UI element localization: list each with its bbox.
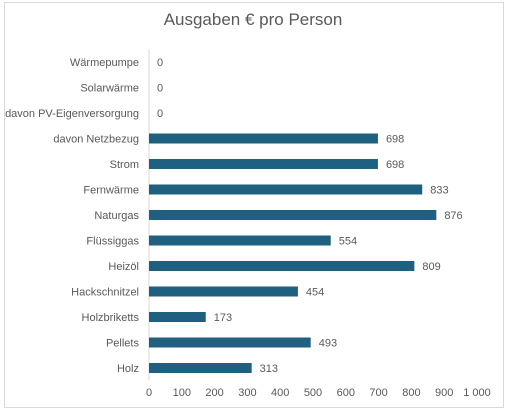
category-label: Pellets [106,338,140,350]
bar [149,159,378,169]
bar [149,337,311,348]
x-tick-label: 500 [304,387,322,399]
data-label: 0 [157,83,163,95]
bar [149,312,206,322]
data-label: 0 [157,108,163,120]
x-tick-label: 700 [369,387,387,399]
x-tick-label: 0 [146,387,152,399]
x-tick-label: 900 [435,387,453,399]
x-tick-label: 200 [205,387,223,399]
bar [149,210,437,220]
bar [149,286,298,297]
bar [149,261,415,271]
data-label: 554 [339,236,357,248]
category-label: Holz [117,363,139,375]
chart-title: Ausgaben € pro Person [163,10,343,29]
data-label: 454 [306,287,324,299]
category-label: Wärmepumpe [70,57,139,69]
data-label: 313 [260,363,278,375]
data-label: 833 [430,185,448,197]
category-label: davon PV-Eigenversorgung [5,108,139,120]
category-label: Hackschnitzel [71,287,139,299]
x-tick-label: 800 [402,387,420,399]
category-label: Strom [110,159,139,171]
data-label: 809 [422,261,440,273]
category-label: Fernwärme [83,185,139,197]
bar [149,235,331,246]
data-label: 876 [444,210,462,222]
data-label: 698 [386,134,404,146]
data-label: 0 [157,57,163,69]
category-label: Holzbriketts [82,312,140,324]
x-tick-label: 400 [271,387,289,399]
x-tick-label: 300 [238,387,256,399]
category-label: Heizöl [108,261,139,273]
data-label: 173 [214,312,232,324]
x-tick-label: 600 [337,387,355,399]
x-tick-label: 1 000 [463,387,491,399]
data-label: 493 [319,338,337,350]
category-label: Solarwärme [80,83,139,95]
x-tick-label: 100 [173,387,191,399]
data-label: 698 [386,159,404,171]
category-label: Naturgas [94,210,139,222]
category-label: Flüssiggas [86,236,139,248]
bar [149,363,252,373]
bar [149,133,378,144]
bar [149,184,423,195]
category-label: davon Netzbezug [53,134,139,146]
